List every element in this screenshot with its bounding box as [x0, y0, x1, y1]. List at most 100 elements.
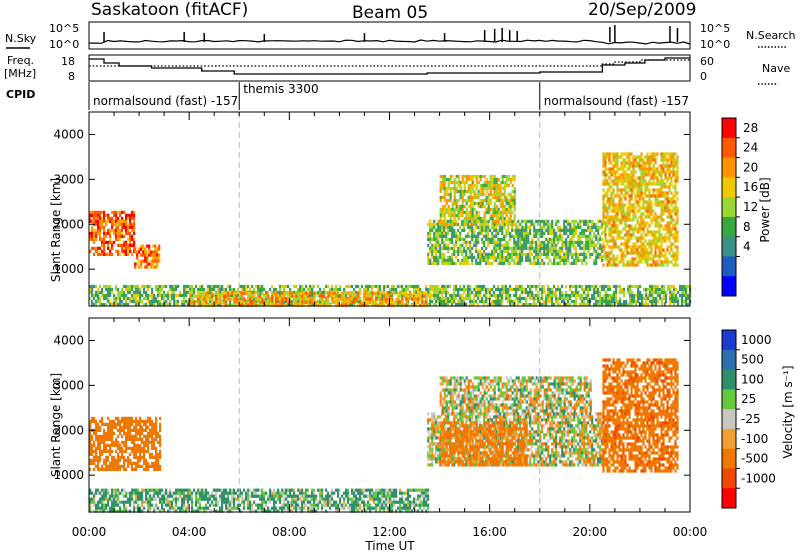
echo-cell [660, 164, 663, 168]
echo-cell [575, 252, 578, 256]
echo-cell [337, 293, 340, 298]
echo-cell [465, 219, 468, 224]
echo-cell [435, 246, 438, 250]
echo-cell [95, 219, 98, 223]
echo-cell [672, 251, 675, 255]
echo-cell [666, 197, 669, 201]
echo-cell [113, 422, 116, 426]
echo-cell [97, 461, 100, 465]
echo-cell [451, 180, 454, 185]
echo-cell [666, 179, 669, 183]
echo-cell [449, 174, 452, 179]
echo-cell [581, 228, 584, 232]
echo-cell [97, 246, 100, 250]
echo-cell [676, 206, 679, 210]
echo-cell [491, 216, 494, 221]
echo-cell [668, 197, 671, 201]
echo-cell [626, 260, 629, 264]
echo-cell [199, 299, 202, 304]
echo-cell [427, 287, 430, 292]
echo-cell [127, 437, 130, 441]
echo-cell [573, 290, 576, 295]
echo-cell [123, 296, 126, 301]
echo-cell [113, 425, 116, 429]
echo-cell [679, 293, 682, 298]
echo-cell [630, 257, 633, 261]
echo-cell [453, 293, 456, 298]
echo-cell [219, 290, 222, 295]
echo-cell [599, 290, 602, 295]
echo-cell [123, 458, 126, 462]
echo-cell [681, 290, 684, 295]
echo-cell [511, 299, 514, 304]
echo-cell [662, 167, 665, 171]
echo-cell [455, 186, 458, 191]
echo-cell [622, 218, 625, 222]
echo-cell [397, 300, 400, 304]
echo-cell [644, 251, 647, 255]
echo-cell [597, 293, 600, 298]
nsky-tick-bottom-right: 10^0 [700, 38, 730, 51]
echo-cell [125, 219, 128, 223]
echo-cell [559, 225, 562, 229]
echo-cell [599, 302, 602, 307]
echo-cell [604, 206, 607, 210]
echo-cell [646, 233, 649, 237]
echo-cell [612, 155, 615, 159]
echo-cell [616, 185, 619, 189]
echo-cell [243, 287, 246, 292]
echo-cell [421, 297, 424, 301]
echo-cell [612, 200, 615, 204]
echo-cell [109, 449, 112, 453]
echo-cell [159, 290, 162, 295]
echo-cell [573, 234, 576, 238]
echo-cell [662, 170, 665, 174]
echo-cell [91, 434, 94, 438]
echo-cell [211, 287, 214, 292]
echo-cell [660, 179, 663, 183]
echo-cell [445, 225, 448, 229]
echo-cell [545, 255, 548, 259]
echo-cell [628, 179, 631, 183]
echo-cell [593, 240, 596, 244]
echo-cell [610, 152, 613, 156]
echo-cell [618, 248, 621, 252]
echo-cell [654, 242, 657, 246]
echo-cell [557, 234, 560, 238]
echo-cell [513, 293, 516, 298]
echo-cell [662, 206, 665, 210]
echo-cell [233, 287, 236, 292]
echo-cell [581, 240, 584, 244]
echo-cell [463, 189, 466, 194]
echo-cell [427, 252, 430, 256]
echo-cell [604, 152, 607, 156]
echo-cell [357, 284, 360, 289]
echo-cell [431, 243, 434, 247]
echo-cell [373, 291, 376, 295]
echo-cell [521, 290, 524, 295]
echo-cell [655, 290, 658, 295]
echo-cell [527, 284, 530, 289]
echo-cell [627, 284, 630, 289]
echo-cell [243, 297, 246, 301]
echo-cell [632, 248, 635, 252]
echo-cell [144, 256, 147, 260]
echo-cell [670, 170, 673, 174]
echo-cell [495, 234, 498, 238]
echo-cell [223, 297, 226, 301]
echo-cell [433, 219, 436, 223]
echo-cell [575, 261, 578, 265]
echo-cell [644, 179, 647, 183]
echo-cell [463, 240, 466, 244]
echo-cell [209, 297, 212, 301]
echo-cell [152, 253, 155, 257]
echo-cell [221, 294, 224, 298]
echo-cell [628, 227, 631, 231]
echo-cell [153, 299, 156, 304]
echo-cell [249, 297, 252, 301]
echo-cell [511, 287, 514, 292]
echo-cell [437, 243, 440, 247]
echo-cell [221, 284, 224, 289]
echo-cell [447, 213, 450, 218]
echo-cell [107, 287, 110, 292]
